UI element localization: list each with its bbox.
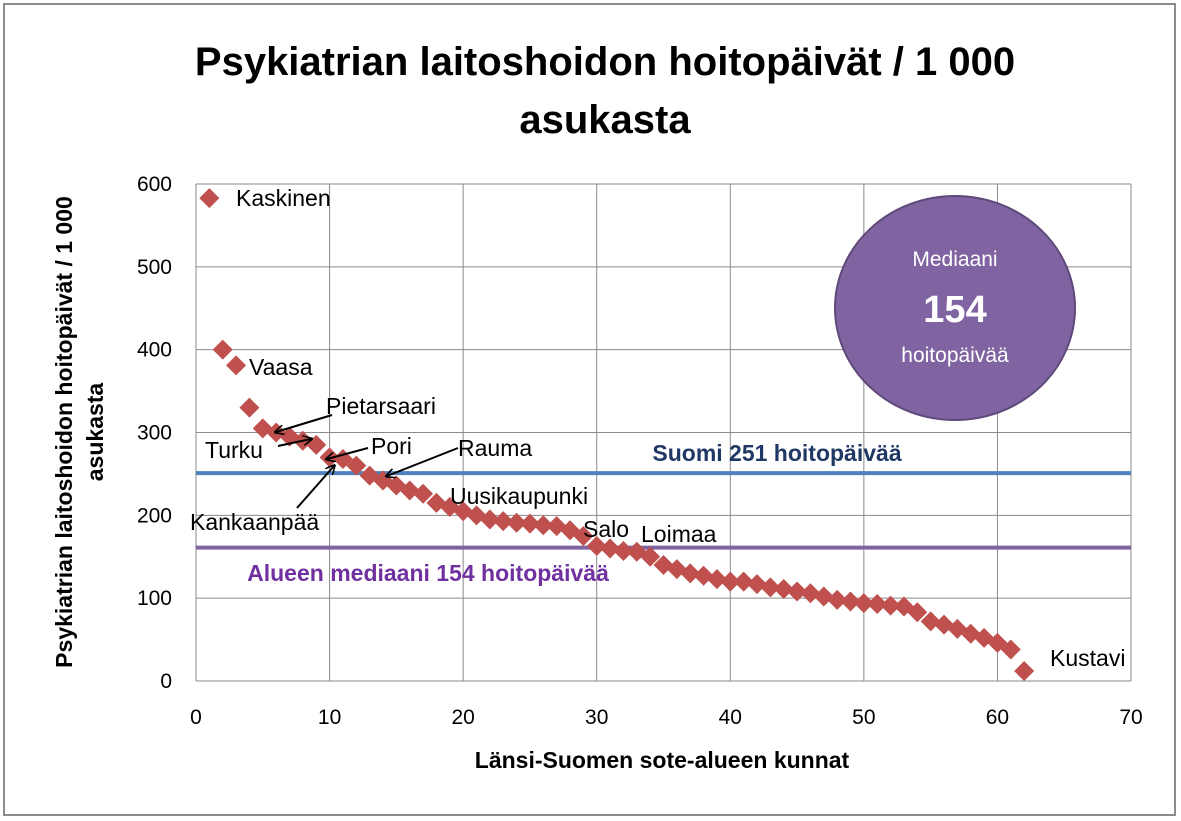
data-point [346, 455, 367, 476]
bubble-line1: Mediaani [912, 248, 997, 271]
data-point [787, 581, 808, 602]
data-point [479, 509, 500, 530]
data-point [813, 586, 834, 607]
x-tick-label: 0 [190, 706, 202, 729]
data-point [640, 546, 661, 567]
data-point [800, 583, 821, 604]
data-point [519, 513, 540, 534]
data-point [840, 591, 861, 612]
data-point [706, 569, 727, 590]
data-point [586, 535, 607, 556]
data-point [573, 526, 594, 547]
point-label-pietarsaari: Pietarsaari [326, 393, 436, 419]
data-point [399, 480, 420, 501]
data-point [1014, 661, 1035, 682]
point-labels: Kaskinen Vaasa Pietarsaari Turku Pori Rauma Ka… [190, 185, 1125, 671]
data-point [226, 355, 247, 376]
point-label-kaskinen: Kaskinen [236, 185, 331, 211]
data-points [199, 188, 1035, 682]
x-tick-label: 60 [986, 706, 1009, 729]
x-tick-label: 40 [719, 706, 742, 729]
reference-lines: Suomi 251 hoitopäivää Alueen mediaani 154… [196, 440, 1131, 586]
data-point [827, 589, 848, 610]
point-label-loimaa: Loimaa [641, 521, 717, 547]
x-tick-label: 70 [1119, 706, 1142, 729]
point-label-rauma: Rauma [458, 435, 532, 461]
bubble-shape [834, 195, 1076, 421]
data-point [613, 540, 634, 561]
reference-line-label-0: Suomi 251 hoitopäivää [652, 440, 901, 466]
x-axis-title: Länsi-Suomen sote-alueen kunnat [475, 747, 850, 773]
point-label-salo: Salo [583, 516, 629, 542]
x-tick-label: 20 [451, 706, 474, 729]
y-tick-label: 600 [137, 173, 172, 196]
x-tick-label: 30 [585, 706, 608, 729]
bubble-value: 154 [923, 289, 986, 331]
data-point [506, 512, 527, 533]
x-tick-label: 50 [852, 706, 875, 729]
median-bubble: Mediaani 154 hoitopäivää [834, 195, 1076, 421]
data-point [413, 483, 434, 504]
data-point [680, 563, 701, 584]
chart-title-line2: asukasta [519, 98, 691, 142]
point-label-kankaanpää: Kankaanpää [190, 509, 319, 535]
bubble-line3: hoitopäivää [901, 344, 1009, 367]
data-point [493, 511, 514, 532]
data-point [600, 538, 621, 559]
y-tick-label: 400 [137, 339, 172, 362]
data-point [720, 571, 741, 592]
y-tick-label: 0 [160, 670, 172, 693]
chart-title-line1: Psykiatrian laitoshoidon hoitopäivät / 1… [195, 40, 1015, 84]
data-point [920, 611, 941, 632]
point-label-kustavi: Kustavi [1050, 645, 1125, 671]
data-point [773, 579, 794, 600]
data-point [747, 574, 767, 595]
point-label-turku: Turku [205, 437, 263, 463]
label-arrow [327, 447, 369, 459]
data-point [693, 565, 714, 586]
label-arrows [276, 414, 459, 509]
data-point [760, 577, 781, 598]
y-tick-label: 200 [137, 504, 172, 527]
data-point [853, 593, 874, 614]
y-axis-title-line1: Psykiatrian laitoshoidon hoitopäivät / 1… [51, 196, 77, 668]
x-tick-label: 10 [318, 706, 341, 729]
data-point [733, 571, 754, 592]
data-point [239, 397, 260, 418]
y-tick-label: 300 [137, 422, 172, 445]
label-arrow [387, 447, 459, 476]
data-point [907, 602, 928, 623]
label-arrow [276, 414, 333, 432]
label-arrow [277, 439, 311, 447]
tick-labels: 0 100 200 300 400 500 600 0 10 20 30 40 50 60 70 [137, 173, 1143, 729]
y-axis-title-line2: asukasta [82, 383, 108, 482]
y-tick-label: 100 [137, 587, 172, 610]
data-point [880, 595, 901, 616]
data-point [867, 593, 888, 614]
data-point [533, 515, 554, 536]
point-label-uusikaupunki: Uusikaupunki [450, 483, 588, 509]
data-point [1000, 639, 1021, 660]
point-label-vaasa: Vaasa [249, 354, 313, 380]
data-point [212, 339, 233, 360]
reference-line-label-1: Alueen mediaani 154 hoitopäivää [247, 560, 609, 586]
label-arrow [296, 466, 334, 509]
y-tick-label: 500 [137, 256, 172, 279]
data-point [199, 188, 220, 209]
point-label-pori: Pori [371, 433, 412, 459]
